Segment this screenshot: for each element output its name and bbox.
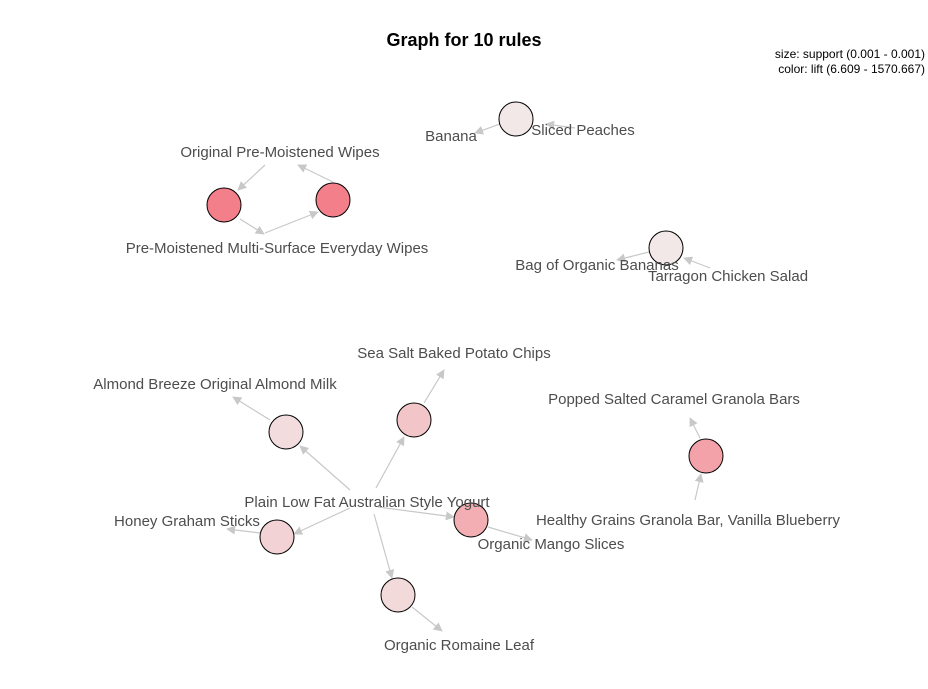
rule-node-1 — [498, 101, 534, 137]
edge-rule-1-to-banana — [474, 123, 501, 135]
rule-node-3 — [206, 187, 242, 223]
edge-rule-4-to-bag_bananas — [616, 251, 650, 263]
item-label-caramel-bars: Popped Salted Caramel Granola Bars — [548, 391, 800, 408]
edge-rule-6-to-almond_milk — [232, 396, 271, 421]
rule-node-7 — [688, 438, 724, 474]
graph-title: Graph for 10 rules — [386, 30, 541, 50]
edge-rule-7-to-caramel_bars — [689, 417, 701, 439]
edge-yogurt-to-rule-9 — [377, 506, 455, 521]
item-label-banana: Banana — [425, 128, 477, 145]
edges-layer — [226, 120, 711, 632]
edge-yogurt-to-rule-6 — [299, 445, 351, 491]
item-label-almond-milk: Almond Breeze Original Almond Milk — [93, 376, 337, 393]
rule-node-4 — [648, 230, 684, 266]
item-label-sea-salt-chips: Sea Salt Baked Potato Chips — [357, 345, 550, 362]
item-labels-layer: Banana Sliced Peaches Original Pre-Moisten… — [93, 122, 840, 654]
rule-node-2 — [315, 182, 351, 218]
edge-tarragon-to-rule-4 — [683, 256, 711, 269]
rule-node-5 — [396, 402, 432, 438]
item-label-sliced-peaches: Sliced Peaches — [531, 122, 634, 139]
edge-rule-3-to-orig_wipes — [239, 218, 265, 235]
item-label-orig-wipes: Original Pre-Moistened Wipes — [180, 144, 379, 161]
rule-node-10 — [380, 577, 416, 613]
item-label-granola-vb: Healthy Grains Granola Bar, Vanilla Blue… — [536, 512, 841, 529]
item-label-mango: Organic Mango Slices — [478, 536, 625, 553]
rule-nodes-layer — [206, 101, 724, 613]
item-label-tarragon: Tarragon Chicken Salad — [648, 268, 808, 285]
item-label-bag-bananas: Bag of Organic Bananas — [515, 257, 678, 274]
rule-node-9 — [453, 502, 489, 538]
edge-sliced_peaches-to-rule-1 — [545, 120, 576, 130]
item-label-yogurt: Plain Low Fat Australian Style Yogurt — [244, 494, 490, 511]
edge-rule-8-to-graham — [226, 525, 261, 535]
item-label-romaine: Organic Romaine Leaf — [384, 637, 535, 654]
edge-yogurt-to-rule-10 — [373, 513, 395, 579]
rule-node-6 — [268, 414, 304, 450]
edge-rule-2-to-multi_wipes — [297, 164, 334, 183]
edge-yogurt-to-rule-8 — [293, 507, 351, 535]
item-label-graham: Honey Graham Sticks — [114, 513, 260, 530]
edge-yogurt-to-rule-5 — [375, 436, 405, 489]
item-label-multi-wipes: Pre-Moistened Multi-Surface Everyday Wip… — [126, 240, 429, 257]
edge-rule-9-to-mango — [487, 526, 533, 543]
legend-color-line: color: lift (6.609 - 1570.667) — [778, 62, 925, 76]
edge-rule-5-to-sea_salt_chips — [423, 369, 445, 404]
edge-multi_wipes-to-rule-3 — [237, 164, 266, 191]
rule-node-8 — [259, 519, 295, 555]
legend-size-line: size: support (0.001 - 0.001) — [775, 47, 925, 61]
edge-granola_vb-to-rule-7 — [694, 473, 704, 501]
edge-orig_wipes-to-rule-2 — [264, 210, 319, 234]
edge-rule-10-to-romaine — [411, 606, 443, 632]
